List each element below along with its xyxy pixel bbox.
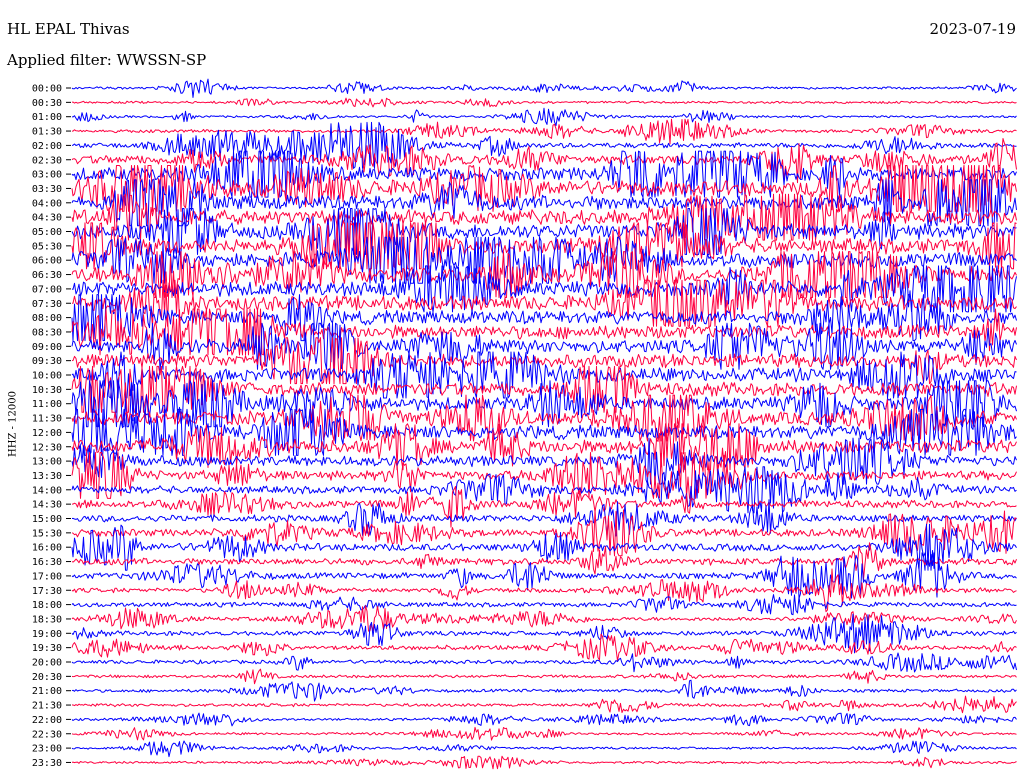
seismic-trace-0830 (71, 308, 1017, 356)
row-time-label: 23:30 (32, 758, 62, 769)
row-time-label: 06:00 (32, 256, 62, 267)
seismic-trace-1730 (71, 568, 1017, 613)
row-time-label: 22:00 (32, 715, 62, 726)
seismic-trace-1400 (71, 466, 1017, 514)
row-time-label: 06:30 (32, 270, 62, 281)
seismic-trace-1930 (71, 633, 1017, 662)
seismic-trace-2200 (71, 712, 1017, 727)
seismic-trace-0300 (71, 150, 1017, 198)
seismic-trace-2230 (71, 726, 1017, 741)
seismic-trace-0500 (71, 208, 1017, 255)
seismic-trace-1700 (71, 552, 1017, 599)
tick-labels-group: 00:00 00:30 01:00 01:30 02:00 02:30 03:00 03:30… (32, 84, 71, 769)
seismic-trace-2100 (71, 679, 1017, 702)
seismic-trace-1030 (71, 365, 1017, 413)
row-time-label: 02:00 (32, 141, 62, 152)
row-time-label: 00:30 (32, 98, 62, 109)
row-time-label: 14:30 (32, 500, 62, 511)
row-time-label: 18:00 (32, 600, 62, 611)
seismic-trace-1500 (71, 499, 1017, 537)
row-time-label: 02:30 (32, 155, 62, 166)
row-time-label: 23:00 (32, 744, 62, 755)
seismic-trace-1830 (71, 605, 1017, 632)
row-time-label: 08:00 (32, 313, 62, 324)
row-time-label: 07:00 (32, 284, 62, 295)
seismic-trace-1330 (71, 452, 1017, 499)
row-time-label: 08:30 (32, 327, 62, 338)
row-time-label: 07:30 (32, 299, 62, 310)
filter-label: Applied filter: WWSSN-SP (7, 51, 207, 69)
row-time-label: 03:30 (32, 184, 62, 195)
row-time-label: 05:00 (32, 227, 62, 238)
seismic-trace-0900 (71, 322, 1017, 370)
seismic-trace-0700 (71, 265, 1017, 313)
seismic-trace-2000 (71, 652, 1017, 673)
row-time-label: 17:00 (32, 571, 62, 582)
row-time-label: 21:00 (32, 686, 62, 697)
row-time-label: 00:00 (32, 84, 62, 95)
row-time-label: 10:00 (32, 371, 62, 382)
row-time-label: 13:30 (32, 471, 62, 482)
row-time-label: 09:00 (32, 342, 62, 353)
row-time-label: 16:00 (32, 543, 62, 554)
seismic-trace-0430 (71, 193, 1017, 241)
seismic-trace-1900 (71, 613, 1017, 654)
row-time-label: 14:00 (32, 485, 62, 496)
seismic-trace-0000 (71, 78, 1017, 98)
seismic-trace-0930 (71, 337, 1017, 385)
seismic-trace-0730 (72, 279, 1017, 327)
row-time-label: 19:00 (32, 629, 62, 640)
row-time-label: 01:00 (32, 112, 62, 123)
row-time-label: 20:00 (32, 658, 62, 669)
date-label: 2023-07-19 (929, 20, 1016, 38)
seismic-trace-0530 (71, 222, 1017, 270)
row-time-label: 01:30 (32, 127, 62, 138)
seismic-trace-0630 (71, 251, 1017, 298)
seismic-trace-2130 (71, 695, 1017, 714)
seismic-trace-2030 (71, 668, 1017, 685)
row-time-label: 09:30 (32, 356, 62, 367)
seismic-trace-0400 (71, 179, 1017, 227)
seismic-trace-2300 (71, 740, 1017, 758)
row-time-label: 04:00 (32, 198, 62, 209)
row-time-label: 22:30 (32, 729, 62, 740)
row-time-label: 21:30 (32, 701, 62, 712)
seismic-trace-0100 (71, 107, 1017, 127)
row-time-label: 11:30 (32, 414, 62, 425)
seismic-trace-1630 (71, 542, 1017, 581)
row-time-label: 12:00 (32, 428, 62, 439)
seismic-trace-0130 (72, 118, 1017, 145)
traces-group (71, 78, 1017, 770)
row-time-label: 17:30 (32, 586, 62, 597)
station-title: HL EPAL Thivas (7, 20, 130, 38)
seismic-trace-1100 (71, 380, 1017, 428)
seismic-trace-2330 (71, 755, 1017, 770)
row-time-label: 16:30 (32, 557, 62, 568)
row-time-label: 11:00 (32, 399, 62, 410)
seismic-trace-0200 (71, 121, 1017, 169)
row-time-label: 15:00 (32, 514, 62, 525)
seismic-trace-0330 (71, 165, 1017, 212)
seismic-trace-1200 (71, 408, 1017, 456)
row-time-label: 03:00 (32, 170, 62, 181)
row-time-label: 19:30 (32, 643, 62, 654)
row-time-label: 18:30 (32, 614, 62, 625)
row-time-label: 20:30 (32, 672, 62, 683)
seismic-trace-1600 (71, 523, 1017, 571)
seismic-trace-1530 (71, 509, 1017, 557)
row-time-label: 04:30 (32, 213, 62, 224)
row-time-label: 05:30 (32, 241, 62, 252)
row-time-label: 15:30 (32, 528, 62, 539)
seismic-trace-1430 (72, 485, 1017, 528)
row-time-label: 13:00 (32, 457, 62, 468)
seismic-trace-1130 (71, 394, 1017, 442)
row-time-label: 10:30 (32, 385, 62, 396)
seismic-trace-0030 (71, 97, 1017, 108)
row-time-label: 12:30 (32, 442, 62, 453)
seismic-trace-1800 (71, 594, 1017, 616)
